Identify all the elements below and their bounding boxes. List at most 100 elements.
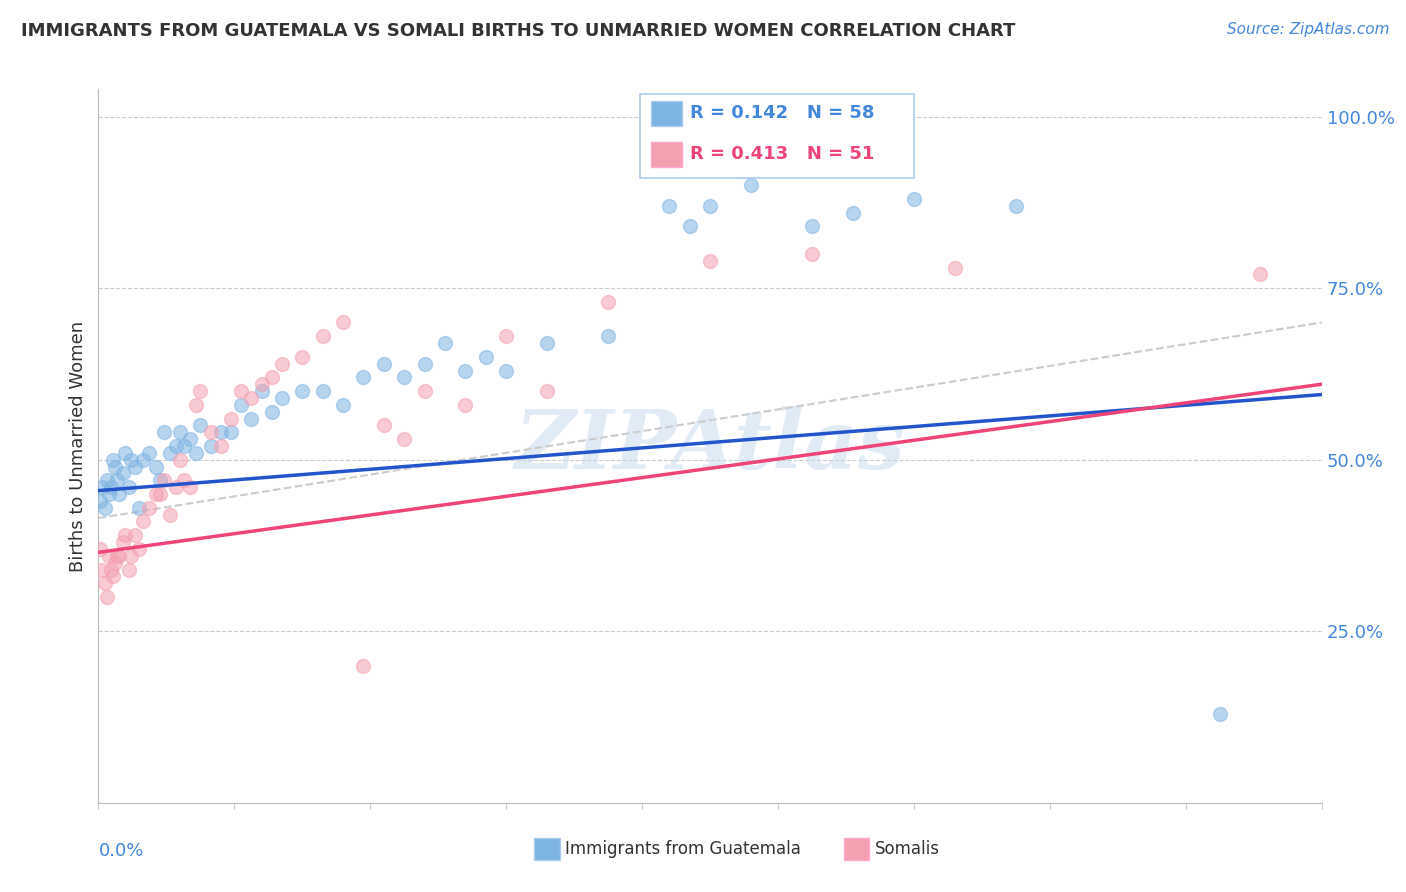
Point (495, 363, 517, 377)
Point (104, 556, 127, 570)
Point (91, 480, 114, 494)
Point (658, 199, 681, 213)
Point (200, 439, 222, 453)
Point (291, 384, 314, 398)
Point (169, 452, 191, 467)
Point (801, 247, 824, 261)
Point (373, 418, 395, 433)
Point (186, 446, 208, 460)
Text: IMMIGRANTS FROM GUATEMALA VS SOMALI BIRTHS TO UNMARRIED WOMEN CORRELATION CHART: IMMIGRANTS FROM GUATEMALA VS SOMALI BIRT… (21, 22, 1015, 40)
Point (291, 350, 314, 364)
Point (312, 329, 335, 343)
Point (152, 473, 174, 487)
Point (159, 508, 181, 522)
Point (111, 535, 134, 549)
Text: 0.0%: 0.0% (98, 842, 143, 860)
Point (91, 562, 114, 576)
Point (100, 480, 122, 494)
Text: Immigrants from Guatemala: Immigrants from Guatemala (565, 840, 801, 858)
Point (138, 446, 160, 460)
Point (1249, 268, 1271, 282)
Point (699, 253, 721, 268)
Point (152, 425, 174, 440)
Point (149, 487, 172, 501)
Text: ZIPAtlas: ZIPAtlas (515, 406, 905, 486)
Point (114, 446, 136, 460)
Point (108, 549, 131, 563)
Point (332, 316, 354, 330)
Point (179, 480, 201, 494)
Point (100, 562, 122, 576)
Point (250, 377, 273, 392)
Point (120, 452, 142, 467)
Point (679, 219, 702, 234)
Point (270, 357, 294, 371)
Point (128, 541, 150, 556)
Point (434, 336, 457, 351)
Point (124, 528, 146, 542)
Point (260, 405, 283, 419)
Point (108, 487, 131, 501)
Point (111, 467, 134, 481)
Point (118, 480, 141, 494)
Point (169, 425, 191, 440)
Point (114, 528, 136, 542)
Point (96, 473, 118, 487)
Text: R = 0.142   N = 58: R = 0.142 N = 58 (690, 104, 875, 122)
Point (188, 384, 212, 398)
Point (138, 500, 160, 515)
Point (173, 473, 195, 487)
Point (332, 398, 354, 412)
Text: Source: ZipAtlas.com: Source: ZipAtlas.com (1226, 22, 1389, 37)
Point (352, 370, 374, 384)
Point (105, 549, 128, 563)
Point (250, 384, 273, 398)
Point (536, 384, 558, 398)
Point (699, 199, 721, 213)
Point (903, 192, 925, 206)
Point (124, 459, 146, 474)
Point (943, 260, 966, 275)
Point (312, 384, 335, 398)
Point (96, 590, 118, 604)
Point (392, 370, 416, 384)
Point (105, 473, 128, 487)
Point (598, 329, 620, 343)
Point (495, 329, 517, 343)
Point (89, 541, 111, 556)
Point (413, 357, 436, 371)
Point (474, 350, 498, 364)
Point (118, 562, 141, 576)
Point (209, 439, 232, 453)
Point (219, 411, 242, 425)
Point (186, 398, 208, 412)
Y-axis label: Births to Unmarried Women: Births to Unmarried Women (69, 320, 87, 572)
Point (270, 391, 294, 405)
Point (128, 500, 150, 515)
Point (598, 294, 620, 309)
Point (104, 459, 127, 474)
Point (101, 452, 124, 467)
Point (352, 658, 374, 673)
Point (373, 357, 395, 371)
Point (454, 398, 477, 412)
Point (165, 439, 187, 453)
Text: Somalis: Somalis (875, 840, 939, 858)
Point (159, 446, 181, 460)
Point (120, 549, 142, 563)
Point (240, 411, 263, 425)
Point (231, 398, 253, 412)
Point (97, 549, 120, 563)
Point (392, 432, 416, 446)
Point (260, 370, 283, 384)
Point (240, 391, 263, 405)
Point (188, 418, 212, 433)
Point (97, 487, 120, 501)
Point (1004, 199, 1026, 213)
Point (231, 384, 253, 398)
Point (93, 576, 115, 591)
Point (801, 219, 824, 234)
Point (219, 425, 242, 440)
Point (149, 473, 172, 487)
Point (209, 425, 232, 440)
